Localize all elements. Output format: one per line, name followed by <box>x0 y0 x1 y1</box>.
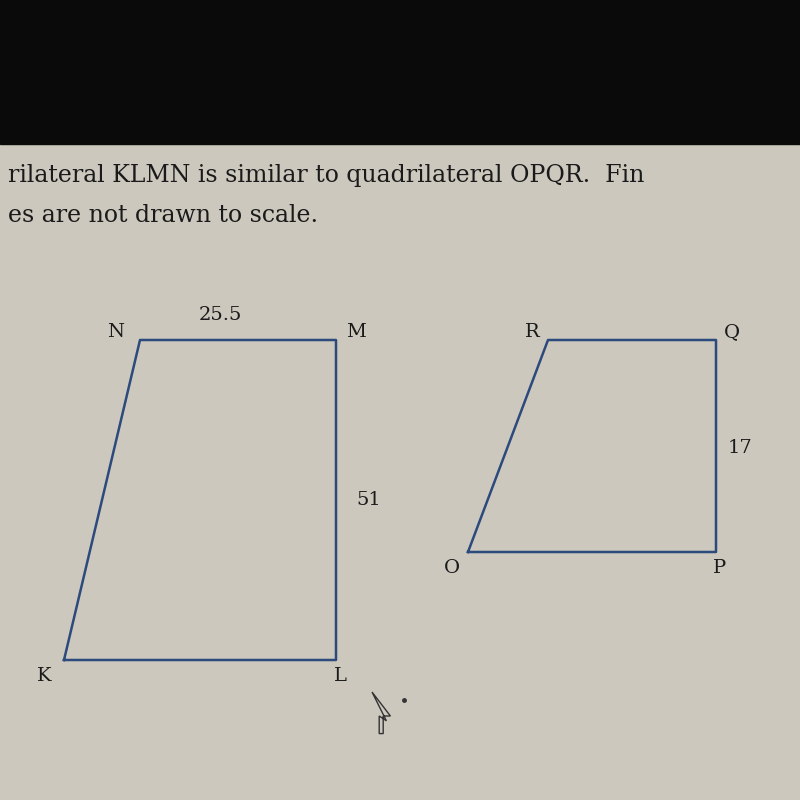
Text: 51: 51 <box>356 491 381 509</box>
Text: es are not drawn to scale.: es are not drawn to scale. <box>8 204 318 227</box>
Text: O: O <box>444 559 460 577</box>
Text: 17: 17 <box>728 439 753 457</box>
Text: L: L <box>334 667 346 685</box>
Text: M: M <box>346 323 366 341</box>
Text: 25.5: 25.5 <box>198 306 242 324</box>
Text: Q: Q <box>724 323 740 341</box>
Text: K: K <box>37 667 51 685</box>
Text: P: P <box>714 559 726 577</box>
Text: R: R <box>525 323 539 341</box>
Text: rilateral KLMN is similar to quadrilateral OPQR.  Fin: rilateral KLMN is similar to quadrilater… <box>8 164 644 187</box>
Bar <box>0 0 800 144</box>
Text: N: N <box>107 323 125 341</box>
